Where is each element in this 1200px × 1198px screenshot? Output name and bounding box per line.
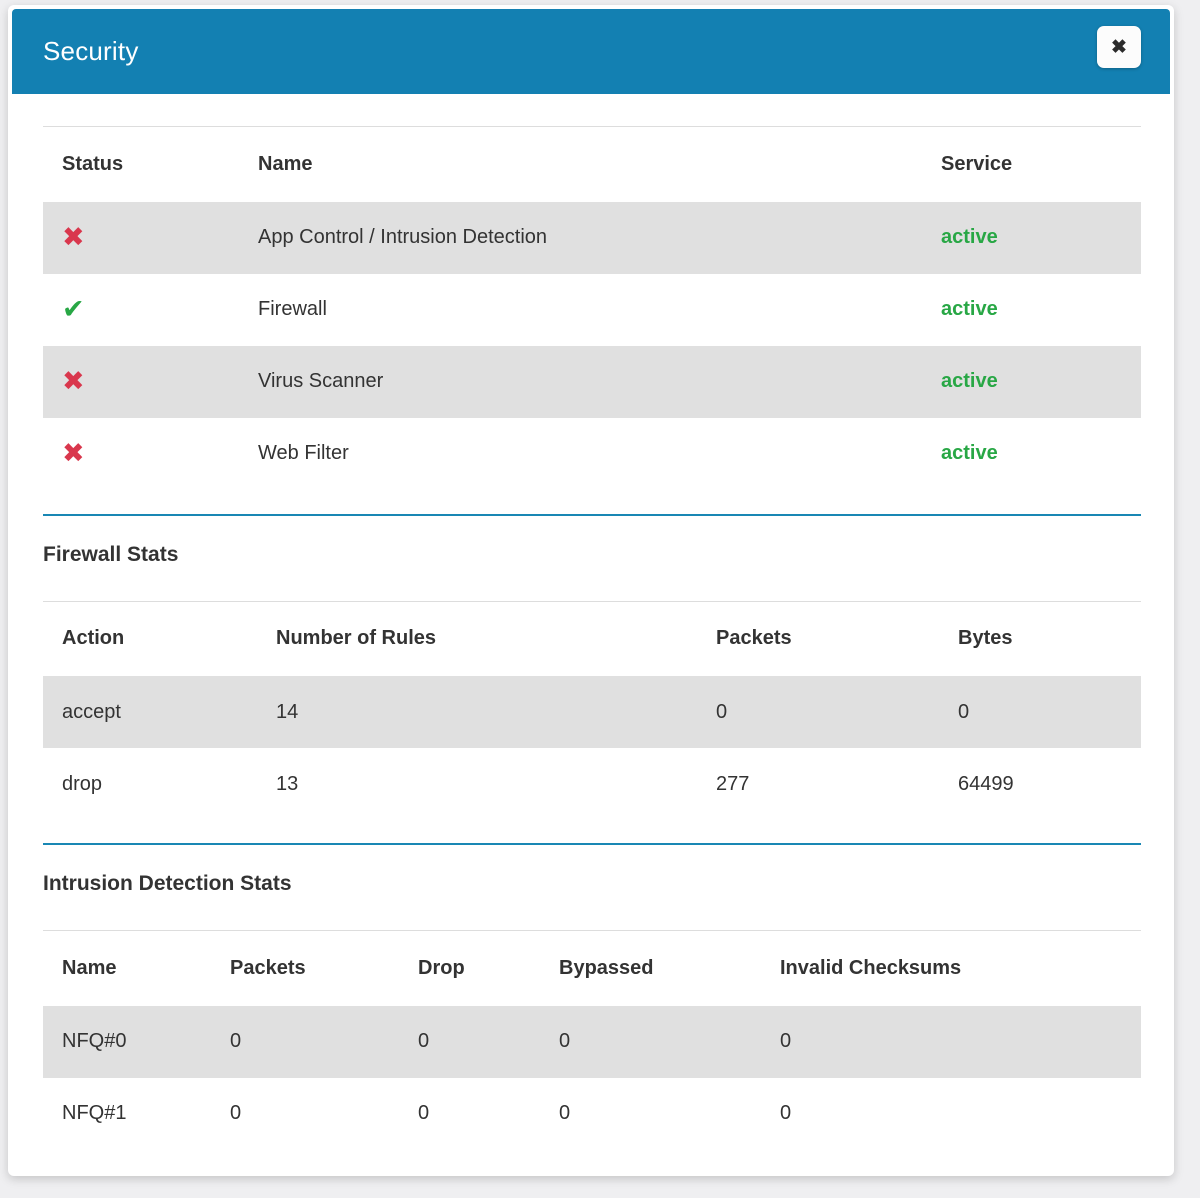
table-row: NFQ#0 0 0 0 0 xyxy=(43,1005,1141,1078)
intrusion-stats-table: Name Packets Drop Bypassed Invalid Check… xyxy=(43,930,1141,1150)
table-row: ✖ Web Filter active xyxy=(43,418,1141,490)
table-cell: 13 xyxy=(276,772,299,795)
table-cell: App Control / Intrusion Detection xyxy=(258,226,548,248)
column-header-name: Name xyxy=(258,152,313,175)
table-cell: active xyxy=(941,226,998,248)
section-divider xyxy=(43,513,1141,516)
column-header-bypassed: Bypassed xyxy=(559,956,654,979)
column-header-number-of-rules: Number of Rules xyxy=(276,627,437,650)
table-cell: 0 xyxy=(230,1030,242,1052)
table-cell: drop xyxy=(62,772,103,795)
table-cell: ✖ xyxy=(43,418,239,490)
status-cross-icon: ✖ xyxy=(62,365,85,396)
column-header-action: Action xyxy=(62,627,125,650)
intrusion-stats-heading: Intrusion Detection Stats xyxy=(43,872,292,895)
table-cell: Virus Scanner xyxy=(258,370,384,392)
column-header-invalid-checksums: Invalid Checksums xyxy=(780,956,962,979)
table-cell: 0 xyxy=(780,1030,792,1052)
table-row: ✖ App Control / Intrusion Detection active xyxy=(43,201,1141,274)
column-header-status: Status xyxy=(62,152,124,175)
table-cell: 0 xyxy=(958,700,970,723)
table-cell: 0 xyxy=(418,1102,430,1124)
table-cell: 0 xyxy=(780,1102,792,1124)
column-header-packets: Packets xyxy=(716,627,792,650)
services-table-header-row: Status Name Service xyxy=(43,127,1141,202)
close-button[interactable]: ✖ xyxy=(1097,26,1141,68)
modal-title: Security xyxy=(43,36,139,66)
column-header-name: Name xyxy=(62,956,117,979)
table-cell: NFQ#1 xyxy=(62,1102,127,1124)
table-cell: Firewall xyxy=(258,298,327,320)
table-row: NFQ#1 0 0 0 0 xyxy=(43,1078,1141,1150)
intrusion-stats-header-row: Name Packets Drop Bypassed Invalid Check… xyxy=(43,931,1141,1006)
firewall-stats-table: Action Number of Rules Packets Bytes acc… xyxy=(43,600,1141,821)
table-cell: ✖ xyxy=(43,346,239,418)
security-modal: Security ✖ Status Name Service ✖ App Cont… xyxy=(8,5,1174,1176)
table-cell: ✔ xyxy=(43,274,239,346)
column-header-bytes: Bytes xyxy=(958,627,1013,650)
table-cell: NFQ#0 xyxy=(62,1030,127,1052)
status-cross-icon: ✖ xyxy=(62,437,85,468)
table-cell: active xyxy=(941,298,998,320)
modal-header: Security ✖ xyxy=(12,9,1170,94)
status-check-icon: ✔ xyxy=(62,293,85,324)
status-cross-icon: ✖ xyxy=(62,221,85,252)
table-cell: accept xyxy=(62,700,121,723)
modal-body: Status Name Service ✖ App Control / Intru… xyxy=(12,126,1170,1150)
firewall-stats-heading: Firewall Stats xyxy=(43,542,179,566)
column-header-drop: Drop xyxy=(418,956,465,979)
table-cell: active xyxy=(941,370,998,392)
table-cell: 0 xyxy=(230,1102,242,1124)
table-row: accept 14 0 0 xyxy=(43,676,1141,748)
table-cell: 0 xyxy=(716,700,728,723)
table-cell: ✖ xyxy=(43,202,239,274)
table-cell: 14 xyxy=(276,700,299,723)
firewall-stats-header-row: Action Number of Rules Packets Bytes xyxy=(43,601,1141,676)
table-cell: 0 xyxy=(559,1030,571,1052)
table-cell: 0 xyxy=(418,1030,430,1052)
table-cell: 277 xyxy=(716,772,750,795)
section-divider xyxy=(43,843,1141,845)
table-cell: active xyxy=(941,442,998,464)
close-icon: ✖ xyxy=(1111,36,1127,58)
column-header-service: Service xyxy=(941,152,1013,175)
table-cell: 64499 xyxy=(958,772,1014,795)
table-row: drop 13 277 64499 xyxy=(43,748,1141,820)
table-row: ✔ Firewall active xyxy=(43,274,1141,346)
table-cell: Web Filter xyxy=(258,442,349,464)
services-table: Status Name Service ✖ App Control / Intru… xyxy=(43,126,1141,490)
table-row: ✖ Virus Scanner active xyxy=(43,345,1141,418)
column-header-packets: Packets xyxy=(230,956,306,979)
table-cell: 0 xyxy=(559,1102,571,1124)
